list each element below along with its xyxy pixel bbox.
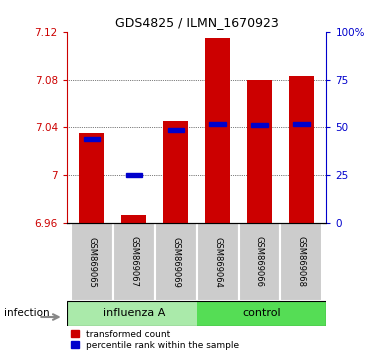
Bar: [251, 123, 267, 127]
Bar: [293, 122, 309, 126]
Bar: [247, 80, 272, 223]
Bar: [67, 301, 197, 326]
Bar: [209, 122, 226, 126]
Text: infection: infection: [4, 308, 49, 318]
Bar: [121, 215, 147, 223]
Bar: [205, 38, 230, 223]
Text: GSM869068: GSM869068: [297, 236, 306, 287]
Title: GDS4825 / ILMN_1670923: GDS4825 / ILMN_1670923: [115, 16, 279, 29]
Bar: [289, 76, 314, 223]
Text: influenza A: influenza A: [103, 308, 165, 318]
Text: GSM869066: GSM869066: [255, 236, 264, 287]
Bar: [168, 128, 184, 132]
Bar: [163, 121, 188, 223]
Bar: [79, 133, 105, 223]
FancyBboxPatch shape: [239, 223, 280, 301]
Bar: [197, 301, 326, 326]
FancyBboxPatch shape: [155, 223, 197, 301]
Text: control: control: [242, 308, 281, 318]
Bar: [84, 137, 100, 142]
Text: GSM869064: GSM869064: [213, 236, 222, 287]
FancyBboxPatch shape: [113, 223, 155, 301]
Bar: [126, 173, 142, 177]
FancyBboxPatch shape: [197, 223, 239, 301]
Text: GSM869067: GSM869067: [129, 236, 138, 287]
Legend: transformed count, percentile rank within the sample: transformed count, percentile rank withi…: [71, 330, 239, 350]
Text: GSM869069: GSM869069: [171, 236, 180, 287]
Text: GSM869065: GSM869065: [88, 236, 96, 287]
FancyBboxPatch shape: [280, 223, 322, 301]
FancyBboxPatch shape: [71, 223, 113, 301]
